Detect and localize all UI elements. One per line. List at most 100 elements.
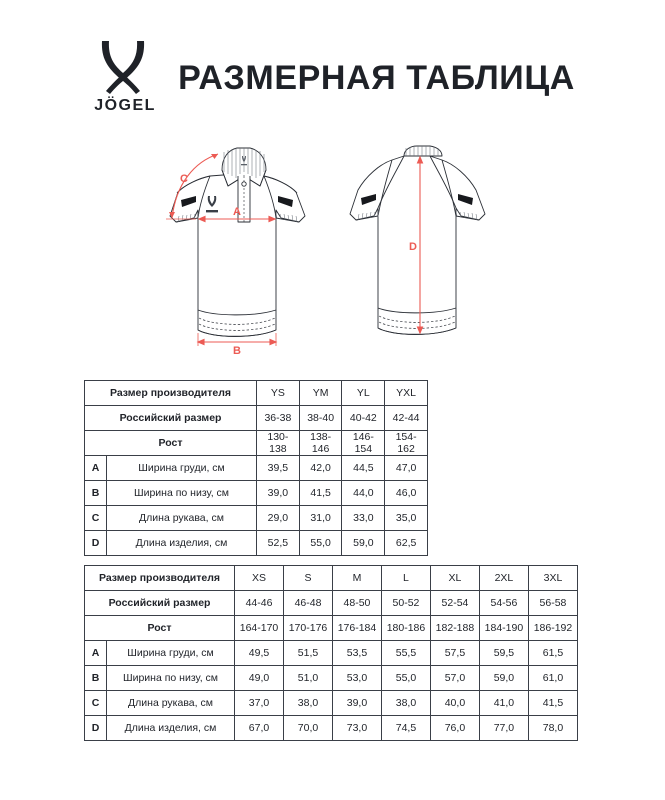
measure-value-a-6: 61,5 [527,640,579,666]
height-label: Рост [83,430,258,456]
measure-value-b-0: 39,0 [256,480,300,506]
measure-value-c-3: 38,0 [380,690,431,716]
size-header-0: XS [234,565,284,591]
measure-letter-d: D [84,530,107,556]
brand-wordmark: JÖGEL [94,97,156,114]
measure-value-b-2: 53,0 [331,665,382,691]
measure-value-d-5: 77,0 [478,715,529,741]
measure-value-c-6: 41,5 [527,690,579,716]
measure-value-d-2: 59,0 [341,530,386,556]
size-table-adult-body: Размер производителя XS S M L XL 2XL 3XL Российс… [83,565,579,741]
table-row-manufacturer-size: Размер производителя XS S M L XL 2XL 3XL [83,565,579,591]
garment-illustrations: A B C [0,130,665,370]
measure-value-d-0: 67,0 [234,715,284,741]
measure-value-a-4: 57,5 [429,640,480,666]
russian-size-value-4: 52-54 [429,590,480,616]
measure-value-c-0: 37,0 [234,690,284,716]
table-row-measure-d: D Длина изделия, см 67,0 70,0 73,0 74,5 76,0 77… [84,715,579,741]
height-value-6: 186-192 [527,615,579,641]
measure-label-c: C [180,173,188,185]
table-row-measure-c: C Длина рукава, см 37,0 38,0 39,0 38,0 40,0 41,… [84,690,579,716]
table-row-manufacturer-size: Размер производителя YS YM YL YXL [83,380,428,406]
size-header-1: YM [298,380,343,406]
size-header-2: M [331,565,382,591]
measure-value-b-3: 46,0 [384,480,428,506]
size-header-5: 2XL [478,565,529,591]
measure-letter-d: D [84,715,107,741]
measure-value-d-4: 76,0 [429,715,480,741]
size-header-6: 3XL [527,565,579,591]
size-table-youth-body: Размер производителя YS YM YL YXL Российский … [83,380,428,556]
table-row-height: Рост 130-138 138-146 146-154 154-162 [83,430,428,456]
measure-value-c-5: 41,0 [478,690,529,716]
table-row-measure-a: A Ширина груди, см 49,5 51,5 53,5 55,5 57,5 59,… [84,640,579,666]
height-value-1: 170-176 [283,615,333,641]
height-label: Рост [83,615,236,641]
jogel-v-mark-icon [101,41,145,94]
height-value-2: 146-154 [341,430,386,456]
table-row-measure-b: B Ширина по низу, см 49,0 51,0 53,0 55,0 57,0 5… [84,665,579,691]
measure-label-d: Длина изделия, см [105,715,236,741]
measure-value-a-0: 49,5 [234,640,284,666]
table-row-measure-c: C Длина рукава, см 29,0 31,0 33,0 35,0 [84,505,428,531]
manufacturer-size-label: Размер производителя [83,380,258,406]
polo-shirt-front-illustration: A B C [166,147,306,357]
measure-label-b: B [233,345,241,357]
measure-label-c: Длина рукава, см [105,690,236,716]
height-value-4: 182-188 [429,615,480,641]
measure-value-c-2: 33,0 [341,505,386,531]
table-row-russian-size: Российский размер 44-46 46-48 48-50 50-52 52-… [83,590,579,616]
russian-size-value-5: 54-56 [478,590,529,616]
russian-size-label: Российский размер [83,405,258,431]
measure-label-b: Ширина по низу, см [105,480,258,506]
measure-letter-b: B [84,665,107,691]
russian-size-label: Российский размер [83,590,236,616]
size-table-youth: Размер производителя YS YM YL YXL Российский … [83,380,428,556]
size-header-3: L [380,565,431,591]
measure-letter-a: A [84,455,107,481]
height-value-1: 138-146 [298,430,343,456]
measure-value-a-5: 59,5 [478,640,529,666]
measure-label-c: Длина рукава, см [105,505,258,531]
measure-value-c-1: 31,0 [298,505,343,531]
measure-value-a-2: 53,5 [331,640,382,666]
measure-value-d-3: 62,5 [384,530,428,556]
size-header-0: YS [256,380,300,406]
russian-size-value-0: 44-46 [234,590,284,616]
size-header-3: YXL [384,380,428,406]
measure-value-c-0: 29,0 [256,505,300,531]
measure-value-d-0: 52,5 [256,530,300,556]
measure-value-c-3: 35,0 [384,505,428,531]
russian-size-value-3: 50-52 [380,590,431,616]
measure-value-b-4: 57,0 [429,665,480,691]
page-title: РАЗМЕРНАЯ ТАБЛИЦА [178,59,575,97]
measure-value-b-1: 51,0 [283,665,333,691]
measure-value-d-6: 78,0 [527,715,579,741]
table-row-height: Рост 164-170 170-176 176-184 180-186 182-188 1… [83,615,579,641]
measure-letter-a: A [84,640,107,666]
russian-size-value-3: 42-44 [384,405,428,431]
measure-value-a-3: 47,0 [384,455,428,481]
measure-value-a-1: 51,5 [283,640,333,666]
size-header-2: YL [341,380,386,406]
measure-value-b-5: 59,0 [478,665,529,691]
table-row-measure-b: B Ширина по низу, см 39,0 41,5 44,0 46,0 [84,480,428,506]
table-row-measure-d: D Длина изделия, см 52,5 55,0 59,0 62,5 [84,530,428,556]
measure-label-a: Ширина груди, см [105,455,258,481]
measure-value-a-2: 44,5 [341,455,386,481]
measure-value-b-6: 61,0 [527,665,579,691]
size-table-adult: Размер производителя XS S M L XL 2XL 3XL Российс… [83,565,579,741]
size-header-1: S [283,565,333,591]
polo-shirt-back-illustration: D [349,145,486,335]
table-row-measure-a: A Ширина груди, см 39,5 42,0 44,5 47,0 [84,455,428,481]
measure-value-b-1: 41,5 [298,480,343,506]
russian-size-value-2: 48-50 [331,590,382,616]
height-value-0: 164-170 [234,615,284,641]
measure-value-c-1: 38,0 [283,690,333,716]
russian-size-value-6: 56-58 [527,590,579,616]
measure-value-a-1: 42,0 [298,455,343,481]
measure-label-a: Ширина груди, см [105,640,236,666]
measure-value-a-3: 55,5 [380,640,431,666]
table-row-russian-size: Российский размер 36-38 38-40 40-42 42-44 [83,405,428,431]
measure-value-a-0: 39,5 [256,455,300,481]
